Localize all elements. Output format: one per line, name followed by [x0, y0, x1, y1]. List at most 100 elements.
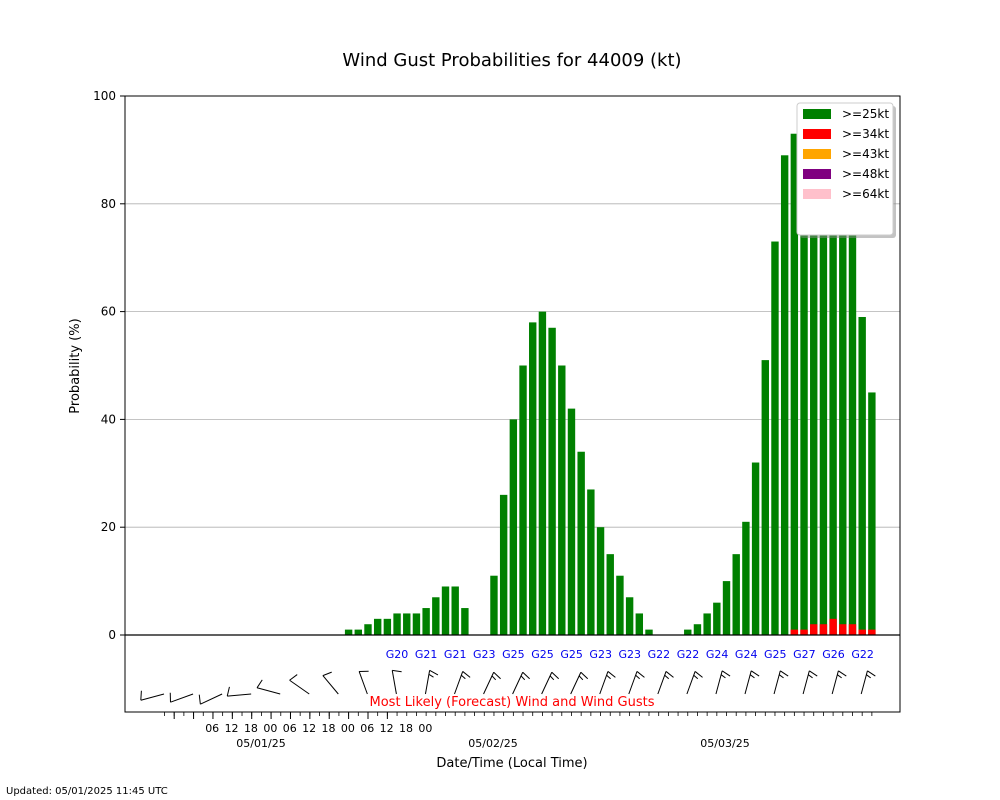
bar-25kt — [868, 392, 876, 635]
wind-barb — [599, 671, 616, 695]
bar-25kt — [829, 160, 837, 635]
gust-label: G25 — [531, 648, 554, 661]
wind-barb — [541, 671, 560, 695]
bar-25kt — [490, 575, 498, 635]
bar-25kt — [393, 613, 401, 635]
x-hour-label: 06 — [360, 722, 374, 735]
bar-34kt — [839, 624, 847, 635]
wind-barb — [226, 686, 252, 697]
bar-25kt — [839, 176, 847, 635]
x-hour-label: 18 — [321, 722, 335, 735]
legend-label: >=43kt — [842, 147, 889, 161]
y-tick-label: 40 — [101, 412, 116, 426]
gust-label: G20 — [386, 648, 409, 661]
wind-barb — [570, 671, 589, 695]
bar-25kt — [403, 613, 411, 635]
bar-25kt — [383, 618, 392, 635]
bar-25kt — [529, 322, 537, 635]
wind-barb — [289, 674, 310, 695]
x-hour-label: 00 — [263, 722, 277, 735]
bar-25kt — [373, 618, 382, 635]
x-hour-label: 18 — [244, 722, 258, 735]
wind-barb — [773, 670, 789, 695]
x-hour-label: 00 — [341, 722, 355, 735]
bar-34kt — [800, 629, 808, 635]
gust-labels: G20 G21 G21 G23 G25 G25 G25 G23 G23 G22 G22 G24 G24 G… — [386, 648, 874, 661]
bar-25kt — [432, 597, 440, 635]
chart-title: Wind Gust Probabilities for 44009 (kt) — [342, 50, 681, 71]
forecast-annotation: Most Likely (Forecast) Wind and Wind Gus… — [370, 695, 655, 710]
x-date-label: 05/01/25 — [236, 737, 285, 750]
y-tick-label: 60 — [101, 305, 116, 319]
bar-25kt — [461, 608, 469, 635]
bar-25kt — [848, 230, 857, 635]
bar-25kt — [451, 586, 459, 635]
gust-label: G22 — [677, 648, 700, 661]
bar-25kt — [422, 608, 430, 635]
legend-label: >=64kt — [842, 187, 889, 201]
bar-25kt — [771, 241, 779, 635]
bar-25kt — [509, 419, 518, 635]
gust-label: G23 — [473, 648, 496, 661]
bar-25kt — [567, 408, 576, 635]
bar-25kt — [751, 462, 760, 635]
y-tick-label: 100 — [93, 89, 116, 103]
wind-barb — [628, 671, 645, 695]
wind-barb — [358, 670, 369, 695]
bar-25kt — [412, 613, 421, 635]
legend-swatch — [803, 169, 831, 179]
bar-25kt — [635, 613, 644, 635]
x-hour-label: 06 — [205, 722, 219, 735]
gust-label: G27 — [793, 648, 816, 661]
wind-barb — [391, 669, 402, 695]
wind-barb — [831, 670, 847, 695]
wind-barb — [454, 671, 471, 695]
bar-34kt — [790, 629, 799, 635]
bar-25kt — [587, 489, 595, 635]
wind-barb — [657, 671, 674, 695]
gust-label: G21 — [415, 648, 438, 661]
wind-barb — [140, 690, 165, 701]
bar-34kt — [819, 624, 828, 635]
wind-barb — [424, 669, 439, 695]
bar-25kt — [577, 451, 585, 635]
gust-label: G21 — [444, 648, 467, 661]
bar-25kt — [364, 624, 372, 635]
gust-label: G23 — [619, 648, 642, 661]
legend-swatch — [803, 149, 831, 159]
bar-34kt — [868, 629, 876, 635]
bar-25kt — [625, 597, 634, 635]
bar-25kt — [780, 155, 789, 636]
bar-25kt — [761, 360, 769, 635]
y-tick-label: 80 — [101, 197, 116, 211]
legend-label: >=25kt — [842, 107, 889, 121]
wind-barb — [483, 671, 501, 695]
bar-25kt — [538, 311, 547, 635]
y-tick-label: 0 — [108, 628, 116, 642]
bar-34kt — [829, 618, 837, 635]
gust-label: G26 — [822, 648, 845, 661]
wind-barb — [802, 670, 818, 695]
wind-barb — [715, 670, 731, 695]
wind-barbs — [140, 669, 876, 705]
legend: >=25kt >=34kt >=43kt >=48kt >=64kt — [796, 102, 896, 238]
y-axis-label: Probability (%) — [68, 318, 83, 413]
bar-25kt — [499, 494, 508, 635]
bar-25kt — [684, 629, 692, 635]
wind-barb — [744, 670, 760, 695]
legend-swatch — [803, 109, 831, 119]
wind-barb — [169, 692, 194, 703]
x-axis-label: Date/Time (Local Time) — [436, 756, 587, 771]
wind-barb — [686, 671, 703, 695]
gust-label: G25 — [764, 648, 787, 661]
bar-25kt — [596, 527, 605, 635]
x-hour-label: 12 — [302, 722, 316, 735]
bar-25kt — [742, 521, 750, 635]
gust-label: G24 — [706, 648, 729, 661]
wind-barb — [322, 671, 339, 695]
bar-25kt — [713, 602, 721, 635]
bar-25kt — [722, 581, 731, 635]
bar-25kt — [606, 554, 614, 635]
legend-swatch — [803, 129, 831, 139]
bar-34kt — [810, 624, 818, 635]
